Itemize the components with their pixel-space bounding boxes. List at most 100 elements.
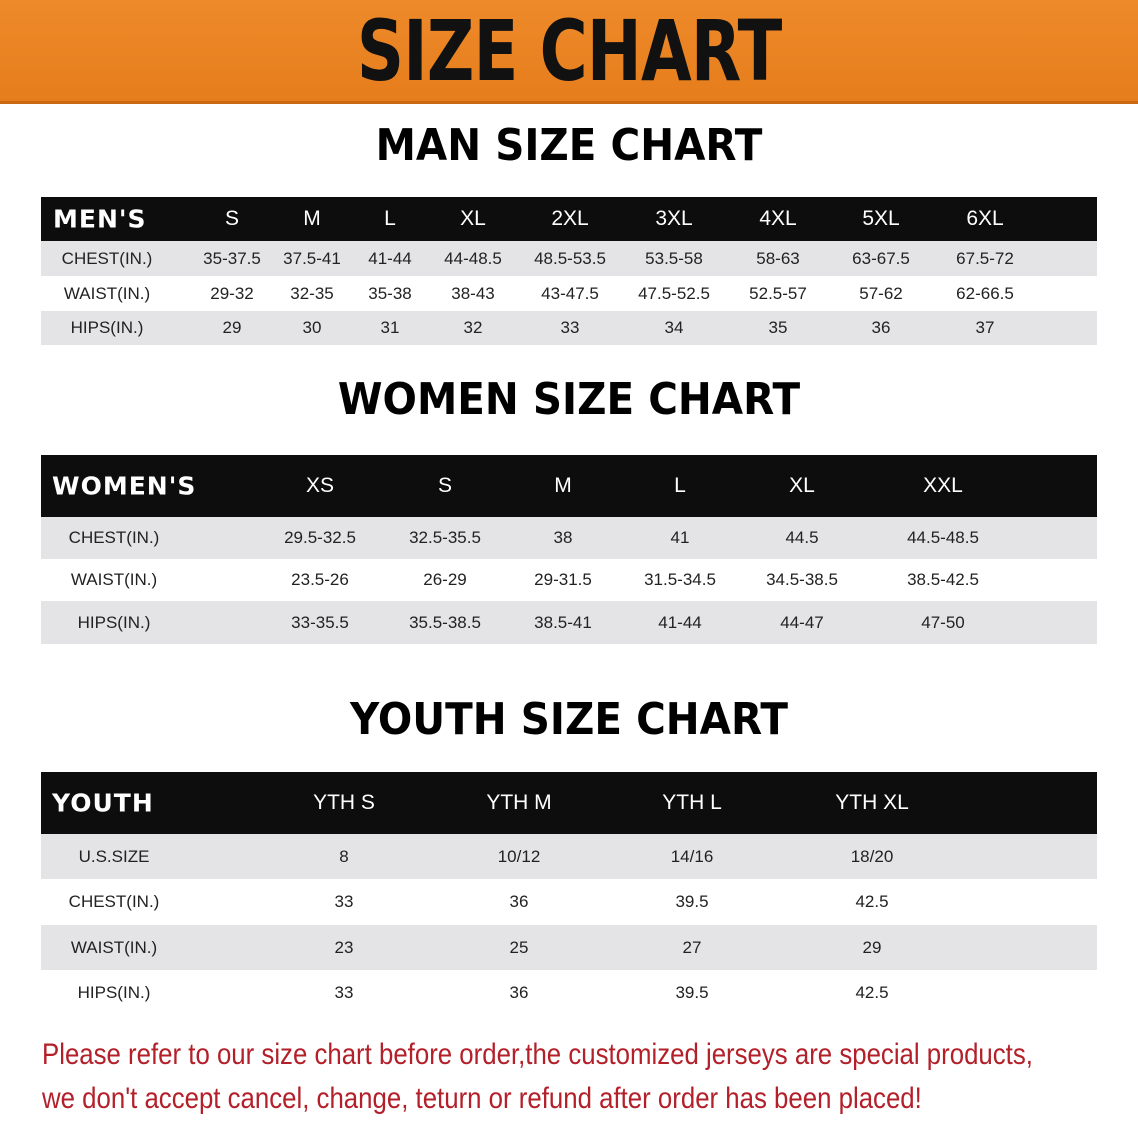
- table-cell: 52.5-57: [749, 283, 807, 303]
- table-cell: 37: [975, 318, 995, 337]
- table-cell: 32: [463, 318, 483, 337]
- table-cell: 33: [560, 318, 580, 337]
- table-row: CHEST(IN.) 35-37.5 37.5-41 41-44 44-48.5 48.5…: [41, 241, 1097, 276]
- size-column-header: YTH XL: [835, 791, 909, 814]
- policy-note-line-2: we don't accept cancel, change, teturn o…: [42, 1082, 922, 1115]
- table-cell: 38-43: [451, 283, 495, 303]
- table-cell: 37.5-41: [283, 248, 341, 268]
- table-cell: 67.5-72: [956, 248, 1014, 268]
- size-column-header: YTH M: [486, 791, 552, 814]
- table-row: U.S.SIZE 8 10/12 14/16 18/20: [41, 834, 1097, 879]
- table-cell: 29.5-32.5: [284, 528, 356, 547]
- table-cell: 38.5-41: [534, 612, 592, 632]
- table-cell: 44-48.5: [444, 248, 502, 268]
- table-cell: 29: [862, 937, 882, 957]
- table-cell: 39.5: [675, 982, 709, 1002]
- size-column-header: M: [303, 207, 321, 230]
- table-cell: 23.5-26: [291, 570, 349, 589]
- table-row: WAIST(IN.) 23 25 27 29: [41, 925, 1097, 970]
- size-column-header: XL: [460, 207, 486, 230]
- size-column-header: S: [437, 474, 453, 497]
- table-cell: 47.5-52.5: [638, 283, 710, 303]
- table-cell: 35-38: [368, 283, 412, 303]
- table-cell: 35.5-38.5: [409, 612, 481, 632]
- table-cell: 31: [380, 318, 400, 337]
- table-corner-label: MEN'S: [53, 204, 147, 234]
- table-cell: 18/20: [850, 846, 894, 866]
- women-size-table: WOMEN'S XS S M L XL XXL CHEST(IN.) 29.5-32.5 32.5…: [41, 455, 1097, 644]
- table-cell: 38.5-42.5: [907, 570, 979, 589]
- table-cell: 39.5: [675, 892, 709, 911]
- policy-note-line-1: Please refer to our size chart before or…: [42, 1038, 1033, 1071]
- table-cell: 63-67.5: [852, 248, 910, 268]
- table-cell: 29-31.5: [534, 570, 592, 589]
- measurement-label: U.S.SIZE: [78, 846, 150, 866]
- table-row: HIPS(IN.) 33-35.5 35.5-38.5 38.5-41 41-44 44-…: [41, 601, 1097, 644]
- table-cell: 41-44: [658, 612, 702, 632]
- measurement-label: WAIST(IN.): [70, 570, 158, 589]
- measurement-label: CHEST(IN.): [68, 892, 160, 911]
- size-column-header: 5XL: [862, 207, 900, 230]
- table-cell: 47-50: [921, 612, 965, 632]
- table-cell: 36: [509, 892, 529, 911]
- table-cell: 44-47: [780, 612, 824, 632]
- table-corner-label: YOUTH: [52, 788, 154, 818]
- table-cell: 38: [553, 528, 573, 547]
- table-cell: 41: [670, 528, 690, 547]
- size-column-header: M: [554, 474, 572, 497]
- table-cell: 36: [871, 318, 891, 337]
- table-cell: 34.5-38.5: [766, 570, 838, 589]
- table-cell: 33-35.5: [291, 612, 349, 632]
- table-cell: 44.5: [785, 528, 819, 547]
- table-cell: 27: [682, 937, 702, 957]
- table-cell: 29: [222, 318, 242, 337]
- measurement-label: WAIST(IN.): [63, 283, 151, 303]
- table-cell: 31.5-34.5: [644, 570, 716, 589]
- table-cell: 10/12: [497, 846, 541, 866]
- table-cell: 62-66.5: [956, 283, 1014, 303]
- table-row: HIPS(IN.) 33 36 39.5 42.5: [41, 970, 1097, 1015]
- table-row: HIPS(IN.) 29 30 31 32 33 34 35 36 37: [41, 311, 1097, 345]
- measurement-label: HIPS(IN.): [77, 982, 151, 1002]
- table-cell: 42.5: [855, 982, 889, 1002]
- table-row: WAIST(IN.) 29-32 32-35 35-38 38-43 43-47.5 47.…: [41, 276, 1097, 311]
- women-section-title: WOMEN SIZE CHART: [337, 374, 801, 425]
- table-row: CHEST(IN.) 33 36 39.5 42.5: [41, 879, 1097, 925]
- table-cell: 48.5-53.5: [534, 248, 606, 268]
- youth-header-row: YOUTH YTH S YTH M YTH L YTH XL: [41, 772, 1097, 834]
- table-cell: 42.5: [855, 892, 889, 911]
- table-cell: 32-35: [290, 283, 334, 303]
- table-cell: 23: [334, 937, 354, 957]
- table-row: WAIST(IN.) 23.5-26 26-29 29-31.5 31.5-34.5 34…: [41, 559, 1097, 601]
- size-column-header: YTH L: [662, 791, 722, 814]
- table-cell: 29-32: [210, 283, 254, 303]
- measurement-label: CHEST(IN.): [61, 248, 153, 268]
- table-cell: 58-63: [756, 248, 800, 268]
- size-column-header: XL: [789, 474, 815, 497]
- table-cell: 53.5-58: [645, 248, 703, 268]
- table-cell: 25: [509, 937, 529, 957]
- table-cell: 26-29: [423, 570, 467, 589]
- measurement-label: CHEST(IN.): [68, 528, 160, 547]
- table-cell: 8: [339, 846, 349, 866]
- size-column-header: 4XL: [759, 207, 797, 230]
- size-chart-banner: SIZE CHART: [0, 0, 1138, 104]
- banner-title: SIZE CHART: [356, 1, 782, 100]
- table-cell: 35-37.5: [203, 248, 261, 268]
- measurement-label: HIPS(IN.): [70, 318, 144, 337]
- table-cell: 41-44: [368, 248, 412, 268]
- table-cell: 57-62: [859, 283, 903, 303]
- measurement-label: HIPS(IN.): [77, 612, 151, 632]
- measurement-label: WAIST(IN.): [70, 937, 158, 957]
- table-cell: 33: [334, 982, 354, 1002]
- table-cell: 32.5-35.5: [409, 528, 481, 547]
- women-header-row: WOMEN'S XS S M L XL XXL: [41, 455, 1097, 517]
- men-header-row: MEN'S S M L XL 2XL 3XL 4XL 5XL 6XL: [41, 197, 1097, 241]
- youth-section-title: YOUTH SIZE CHART: [350, 694, 788, 745]
- men-section-title: MAN SIZE CHART: [375, 120, 763, 171]
- youth-size-table: YOUTH YTH S YTH M YTH L YTH XL U.S.SIZE 8 10/12…: [41, 772, 1097, 1015]
- size-column-header: 2XL: [551, 207, 589, 230]
- table-cell: 35: [768, 318, 788, 337]
- table-cell: 33: [334, 892, 354, 911]
- size-column-header: YTH S: [313, 791, 375, 814]
